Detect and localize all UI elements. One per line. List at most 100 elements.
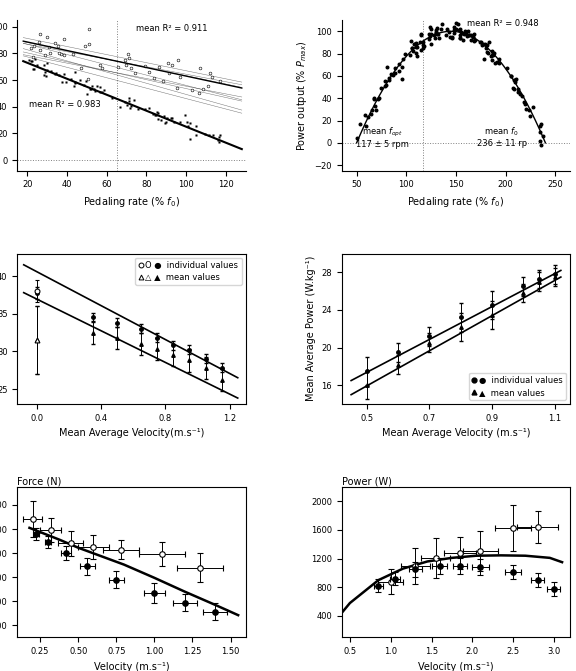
Point [416, 29, 425, 40]
Text: mean $f_0$
236 ± 11 rp: mean $f_0$ 236 ± 11 rp [476, 125, 527, 148]
Point [426, 29, 435, 40]
Point [536, 126, 545, 137]
Point [494, 58, 503, 68]
Point [463, 25, 472, 36]
X-axis label: Mean Average Velocity(m.s⁻¹): Mean Average Velocity(m.s⁻¹) [59, 428, 204, 438]
Point [484, 48, 493, 58]
Point [495, 54, 504, 64]
Point [510, 75, 520, 86]
Point [355, 118, 364, 129]
Point [449, 21, 458, 32]
Point [482, 39, 491, 50]
Point [391, 62, 400, 73]
Point [461, 27, 471, 38]
Point [493, 56, 502, 67]
Point [427, 39, 436, 50]
Point [449, 24, 458, 35]
Point [395, 65, 404, 76]
Point [419, 41, 429, 52]
Point [374, 93, 384, 103]
Point [433, 29, 442, 40]
Point [407, 36, 416, 46]
Point [514, 87, 523, 98]
Point [468, 32, 478, 42]
Point [410, 38, 419, 49]
Point [386, 68, 395, 79]
X-axis label: Pedaling rate (% $f_0$): Pedaling rate (% $f_0$) [83, 195, 180, 209]
Point [516, 89, 525, 99]
Point [382, 61, 391, 72]
Point [470, 36, 479, 46]
Point [372, 105, 381, 115]
Point [509, 74, 518, 85]
Point [490, 48, 499, 58]
X-axis label: Mean Average Velocity (m.s⁻¹): Mean Average Velocity (m.s⁻¹) [382, 428, 530, 438]
Point [487, 46, 497, 56]
Point [452, 23, 461, 34]
Point [484, 37, 494, 48]
Point [448, 33, 457, 44]
Point [456, 30, 465, 40]
Point [416, 30, 425, 40]
Point [514, 84, 523, 95]
Point [479, 54, 488, 64]
Text: Power (W): Power (W) [342, 476, 392, 486]
Point [480, 38, 489, 49]
Point [509, 83, 518, 94]
Point [418, 37, 427, 48]
Point [476, 36, 485, 47]
Point [391, 67, 400, 78]
Point [360, 110, 369, 121]
Point [488, 48, 498, 59]
Point [431, 27, 440, 38]
Point [459, 28, 468, 39]
Point [478, 39, 487, 50]
Point [442, 24, 452, 35]
Text: mean $f_{opt}$
117 ± 5 rpm: mean $f_{opt}$ 117 ± 5 rpm [357, 125, 410, 149]
Point [363, 112, 373, 123]
Point [507, 70, 516, 81]
Point [384, 73, 393, 84]
Point [506, 70, 516, 81]
Point [409, 46, 418, 56]
Point [464, 30, 473, 41]
Point [444, 27, 453, 38]
Point [481, 43, 490, 54]
Point [432, 23, 441, 34]
Point [369, 93, 378, 104]
Point [369, 93, 378, 103]
Point [426, 24, 435, 35]
Point [370, 101, 379, 112]
Text: mean R² = 0.948: mean R² = 0.948 [467, 19, 539, 28]
Point [503, 62, 512, 73]
Point [442, 30, 451, 40]
Point [487, 54, 496, 65]
Y-axis label: Power output (% $P_{max}$): Power output (% $P_{max}$) [295, 40, 309, 150]
Point [521, 99, 530, 109]
Point [538, 131, 547, 142]
Point [431, 28, 441, 39]
Point [460, 25, 469, 36]
Point [407, 42, 416, 53]
Point [412, 42, 422, 53]
Point [469, 31, 478, 42]
Point [407, 42, 416, 53]
Point [528, 101, 537, 112]
X-axis label: Velocity (m.s⁻¹): Velocity (m.s⁻¹) [94, 662, 169, 671]
Point [521, 104, 530, 115]
Point [434, 32, 443, 43]
Point [382, 79, 391, 90]
Point [454, 25, 464, 36]
Point [411, 47, 420, 58]
X-axis label: Velocity (m.s⁻¹): Velocity (m.s⁻¹) [418, 662, 494, 671]
Point [400, 48, 410, 59]
Point [406, 50, 415, 61]
Point [381, 81, 390, 91]
Point [455, 33, 464, 44]
Point [426, 31, 435, 42]
Point [488, 50, 498, 60]
Point [511, 73, 521, 84]
Point [419, 43, 428, 54]
Point [412, 51, 422, 62]
Point [509, 83, 518, 93]
